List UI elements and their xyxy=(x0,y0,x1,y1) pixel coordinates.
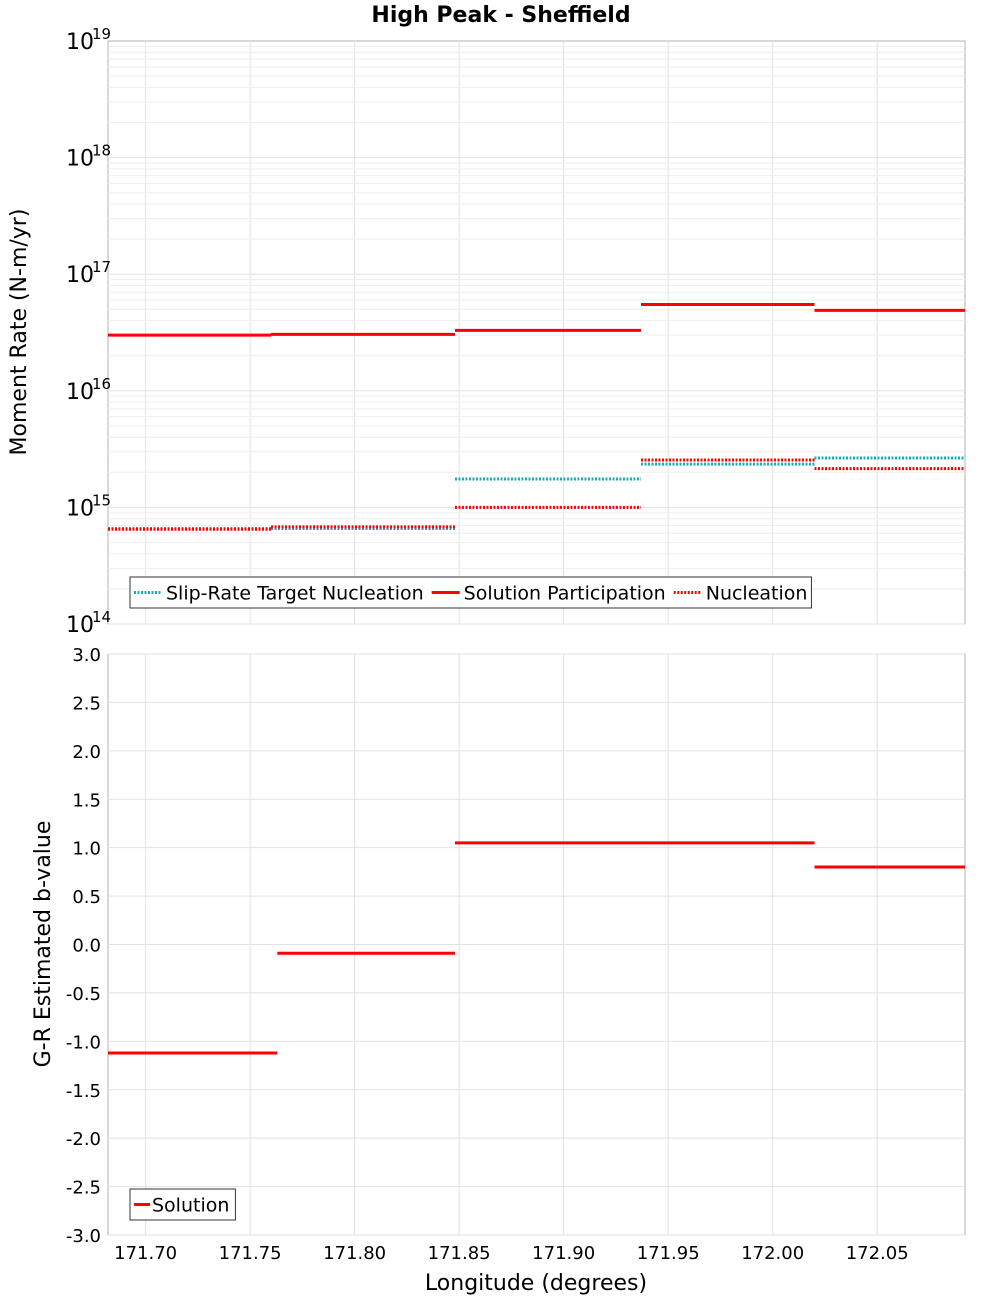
legend-entry-label: Solution Participation xyxy=(464,583,666,605)
moment-rate-y-tick-label: 10 xyxy=(66,496,94,521)
b-value-y-tick-label: 3.0 xyxy=(72,645,101,666)
b-value-y-tick-label: -1.5 xyxy=(66,1081,101,1102)
b-value-y-axis-title: G-R Estimated b-value xyxy=(31,821,56,1068)
b-value-y-tick-label: 0.5 xyxy=(72,887,101,908)
b-value-y-tick-label: 0.0 xyxy=(72,936,101,957)
legend-entry-label: Solution xyxy=(152,1195,229,1217)
moment-rate-y-tick-label: 10 xyxy=(66,147,94,172)
b-value-y-tick-label: -0.5 xyxy=(66,984,101,1005)
x-tick-label: 171.85 xyxy=(428,1243,491,1264)
b-value-y-tick-label: 2.5 xyxy=(72,693,101,714)
moment-rate-y-tick-exponent: 19 xyxy=(92,25,111,43)
b-value-y-tick-label: 2.0 xyxy=(72,742,101,763)
chart-title: High Peak - Sheffield xyxy=(371,3,630,28)
moment-rate-y-tick-exponent: 14 xyxy=(92,608,111,626)
moment-rate-y-tick-exponent: 18 xyxy=(92,142,111,160)
x-tick-label: 171.90 xyxy=(532,1243,595,1264)
b-value-panel: -3.0 -2.5 -2.0 -1.5 -1.0 -0.5 0.0 0.5 1.0 1.5 2.0 2… xyxy=(31,645,966,1296)
b-value-y-tick-label: 1.0 xyxy=(72,839,101,860)
b-value-y-tick-label: -1.0 xyxy=(66,1032,101,1053)
moment-rate-legend-box xyxy=(129,576,812,609)
moment-rate-plot-area xyxy=(107,40,966,625)
moment-rate-legend: Slip-Rate Target Nucleation Solution Part… xyxy=(129,576,812,609)
x-tick-label: 171.95 xyxy=(637,1243,700,1264)
b-value-legend: Solution xyxy=(129,1188,236,1221)
x-tick-label: 172.05 xyxy=(846,1243,909,1264)
moment-rate-y-tick-label: 10 xyxy=(66,30,94,55)
b-value-y-tick-label: -2.5 xyxy=(66,1178,101,1199)
b-value-y-tick-label: -3.0 xyxy=(66,1226,101,1247)
x-tick-label: 172.00 xyxy=(741,1243,804,1264)
x-tick-label: 171.70 xyxy=(114,1243,177,1264)
b-value-series xyxy=(108,841,965,1055)
moment-rate-y-tick-exponent: 16 xyxy=(92,375,111,393)
moment-rate-y-tick-label: 10 xyxy=(66,613,94,638)
b-value-y-tick-label: 1.5 xyxy=(72,790,101,811)
legend-entry-label: Nucleation xyxy=(706,583,808,605)
b-value-y-ticks: -3.0 -2.5 -2.0 -1.5 -1.0 -0.5 0.0 0.5 1.0 1.5 2.0 2… xyxy=(66,645,101,1247)
x-tick-label: 171.75 xyxy=(219,1243,282,1264)
x-tick-label: 171.80 xyxy=(323,1243,386,1264)
moment-rate-y-tick-label: 10 xyxy=(66,263,94,288)
moment-rate-y-tick-label: 10 xyxy=(66,380,94,405)
moment-rate-grid xyxy=(108,41,965,625)
moment-rate-y-axis-title: Moment Rate (N-m/yr) xyxy=(7,209,32,456)
moment-rate-series xyxy=(108,302,965,531)
moment-rate-y-tick-exponent: 15 xyxy=(92,491,111,509)
x-axis-title: Longitude (degrees) xyxy=(425,1271,647,1296)
moment-rate-y-tick-exponent: 17 xyxy=(92,258,111,276)
longitude-x-ticks: 171.70 171.75 171.80 171.85 171.90 171.95 172.… xyxy=(114,1243,909,1264)
b-value-grid xyxy=(108,653,965,1236)
legend-entry-label: Slip-Rate Target Nucleation xyxy=(166,583,424,605)
b-value-y-tick-label: -2.0 xyxy=(66,1129,101,1150)
